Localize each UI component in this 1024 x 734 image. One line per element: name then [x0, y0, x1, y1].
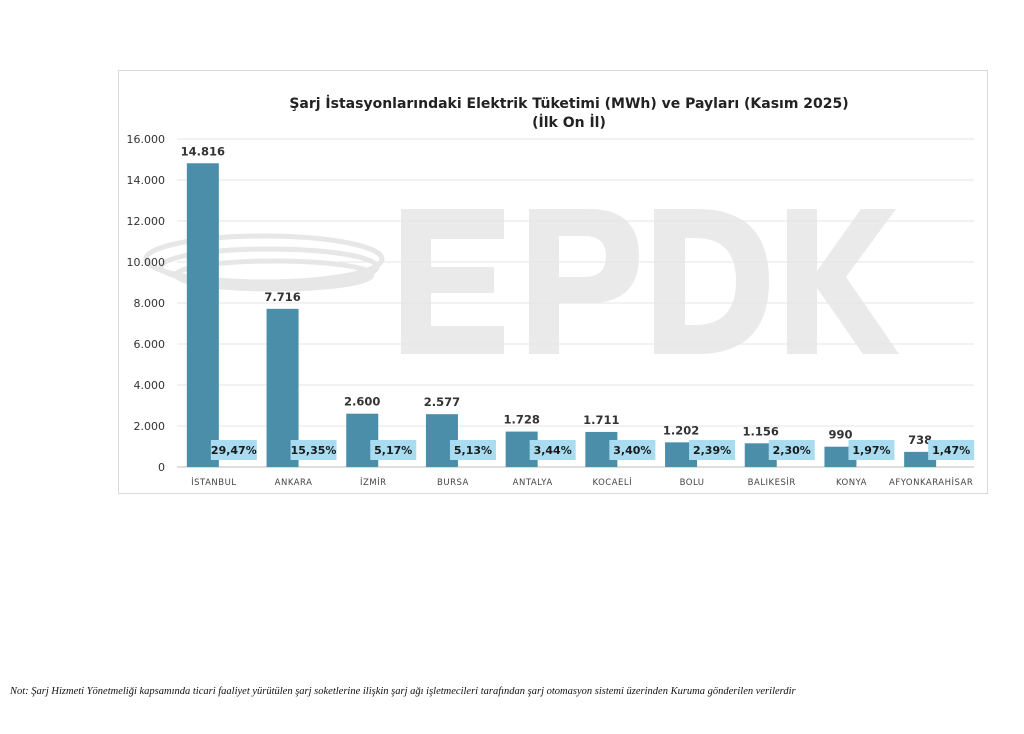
share-label-box: [370, 440, 417, 460]
value-label: 2.577: [424, 395, 460, 409]
share-label: 15,35%: [291, 444, 337, 457]
y-tick-label: 12.000: [127, 215, 166, 228]
value-label: 1.156: [743, 424, 779, 438]
share-label-box: [529, 440, 576, 460]
y-tick-label: 4.000: [134, 379, 166, 392]
x-tick-label: İSTANBUL: [191, 477, 236, 488]
x-tick-label: KONYA: [836, 478, 867, 488]
share-label-box: [609, 440, 656, 460]
x-tick-label: BURSA: [437, 478, 469, 488]
bar: [186, 163, 219, 467]
bars: [186, 163, 937, 467]
x-tick-label: ANTALYA: [513, 478, 553, 488]
chart-svg: 0 2.000 4.000 6.000 8.000 10.000 12.000 14.000 1…: [127, 95, 975, 488]
y-axis: 0 2.000 4.000 6.000 8.000 10.000 12.000 14.000 1…: [127, 133, 166, 474]
x-tick-label: KOCAELİ: [593, 477, 633, 488]
chart-title: Şarj İstasyonlarındaki Elektrik Tüketimi…: [289, 95, 848, 112]
x-tick-label: ANKARA: [275, 478, 313, 488]
y-tick-label: 6.000: [134, 338, 166, 351]
x-tick-label: BALIKESİR: [748, 477, 796, 488]
share-label-box: [210, 440, 257, 460]
share-label: 1,97%: [852, 444, 890, 457]
share-label: 5,13%: [454, 444, 492, 457]
chart-subtitle: (İlk On İl): [532, 114, 606, 131]
x-tick-label: BOLU: [680, 478, 705, 488]
value-label: 990: [828, 428, 852, 442]
value-label: 7.716: [264, 290, 300, 304]
share-label-box: [928, 440, 975, 460]
share-label: 2,30%: [773, 444, 811, 457]
value-label: 14.816: [181, 144, 225, 158]
y-tick-label: 0: [158, 461, 165, 474]
share-label: 3,40%: [613, 444, 651, 457]
share-label: 1,47%: [932, 444, 970, 457]
value-label: 1.202: [663, 423, 699, 437]
chart-frame: 0 2.000 4.000 6.000 8.000 10.000 12.000 14.000 1…: [118, 70, 988, 494]
share-label: 2,39%: [693, 444, 731, 457]
share-label: 29,47%: [211, 444, 257, 457]
y-tick-label: 8.000: [134, 297, 166, 310]
labels: 14.816 29,47% İSTANBUL 7.716 15,35% ANKARA 2.6…: [181, 144, 975, 488]
y-tick-label: 10.000: [127, 256, 166, 269]
share-label-box: [449, 440, 496, 460]
x-tick-label: AFYONKARAHİSAR: [889, 477, 973, 488]
share-label: 3,44%: [534, 444, 572, 457]
share-label-box: [689, 440, 736, 460]
share-label: 5,17%: [374, 444, 412, 457]
y-tick-label: 14.000: [127, 174, 166, 187]
value-label: 1.728: [503, 413, 539, 427]
epdk-watermark-logo: [143, 209, 899, 354]
footnote: Not: Şarj Hizmeti Yönetmeliği kapsamında…: [10, 686, 796, 697]
y-tick-label: 16.000: [127, 133, 166, 146]
value-label: 2.600: [344, 395, 380, 409]
value-label: 738: [908, 433, 932, 447]
share-label-box: [848, 440, 895, 460]
share-label-box: [768, 440, 815, 460]
value-label: 1.711: [583, 413, 619, 427]
gridlines: [177, 138, 974, 468]
share-label-box: [290, 440, 337, 460]
y-tick-label: 2.000: [134, 420, 166, 433]
x-tick-label: İZMİR: [360, 477, 387, 488]
